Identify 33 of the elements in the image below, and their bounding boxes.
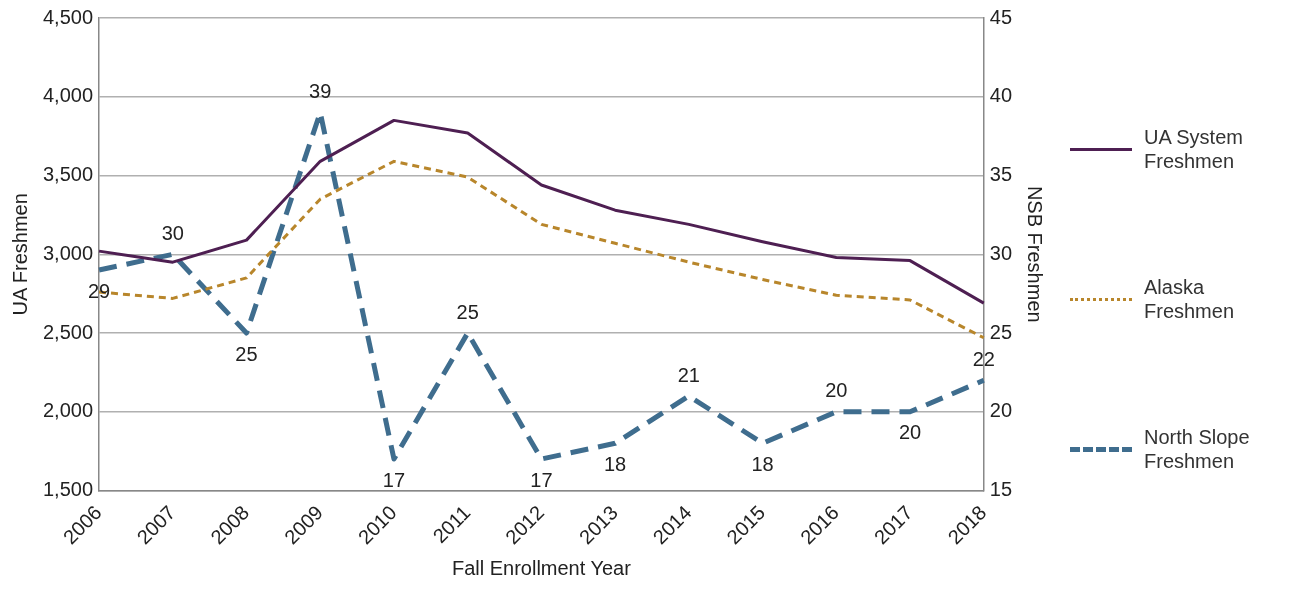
y-tick-label: 4,000 — [42, 84, 94, 107]
data-label: 29 — [87, 279, 111, 302]
y2-tick-label: 40 — [989, 84, 1012, 107]
y-tick-label: 3,500 — [42, 163, 94, 186]
legend-label: Alaska Freshmen — [1144, 275, 1236, 323]
legend-label: UA System Freshmen — [1144, 125, 1244, 173]
data-label: 39 — [309, 80, 332, 103]
data-label: 18 — [604, 452, 627, 475]
data-label: 20 — [825, 379, 848, 402]
data-label: 21 — [677, 363, 700, 386]
x-axis-title: Fall Enrollment Year — [451, 556, 632, 579]
data-label: 20 — [898, 421, 922, 444]
y-tick-label: 1,500 — [42, 478, 94, 501]
data-label: 30 — [161, 221, 184, 244]
y-tick-label: 4,500 — [42, 5, 94, 28]
y2-tick-label: 45 — [989, 5, 1012, 28]
y-axis-title: UA Freshmen — [8, 193, 31, 316]
data-label: 18 — [751, 452, 774, 475]
y2-tick-label: 15 — [989, 478, 1012, 501]
legend-label: North Slope Freshmen — [1144, 425, 1251, 473]
y2-tick-label: 30 — [989, 241, 1012, 264]
y2-tick-label: 25 — [989, 320, 1012, 343]
data-label: 17 — [530, 468, 553, 491]
y-tick-label: 3,000 — [42, 241, 94, 264]
data-label: 25 — [235, 342, 258, 365]
data-label: 25 — [456, 300, 479, 323]
y-tick-label: 2,500 — [42, 320, 94, 343]
data-label: 17 — [382, 468, 406, 491]
y-tick-label: 2,000 — [42, 399, 94, 422]
y2-axis-title: NSB Freshmen — [1024, 185, 1047, 323]
data-label: 22 — [972, 347, 995, 370]
y2-tick-label: 35 — [989, 163, 1012, 186]
y2-tick-label: 20 — [989, 399, 1012, 422]
